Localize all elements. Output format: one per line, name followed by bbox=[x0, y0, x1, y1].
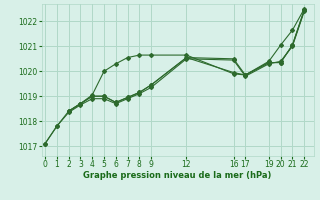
X-axis label: Graphe pression niveau de la mer (hPa): Graphe pression niveau de la mer (hPa) bbox=[84, 171, 272, 180]
